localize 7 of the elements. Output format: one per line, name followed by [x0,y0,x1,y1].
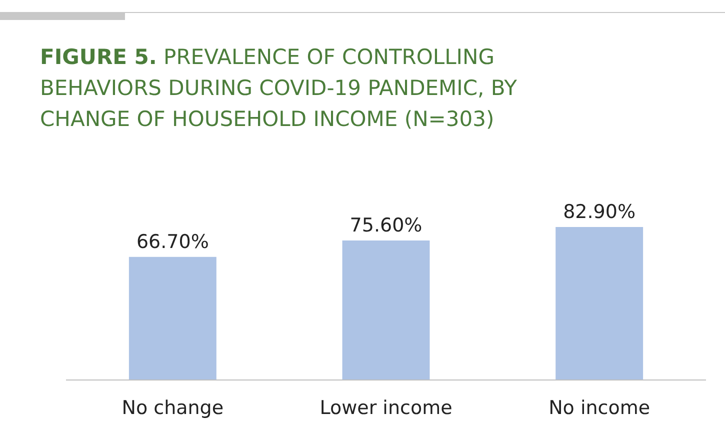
x-tick-label: Lower income [320,397,452,419]
data-label: 82.90% [563,201,636,223]
data-label: 75.60% [350,214,422,236]
chart-title: FIGURE 5. PREVALENCE OF CONTROLLING BEHAVIORS DURING COVID-19 PANDEMIC, BY CHANGE OF HOUSEHOLD INCOME (N=303) [40,45,517,131]
data-label: 66.70% [136,230,209,253]
x-tick-label: No income [548,397,650,419]
x-tick-label: No change [122,397,224,419]
